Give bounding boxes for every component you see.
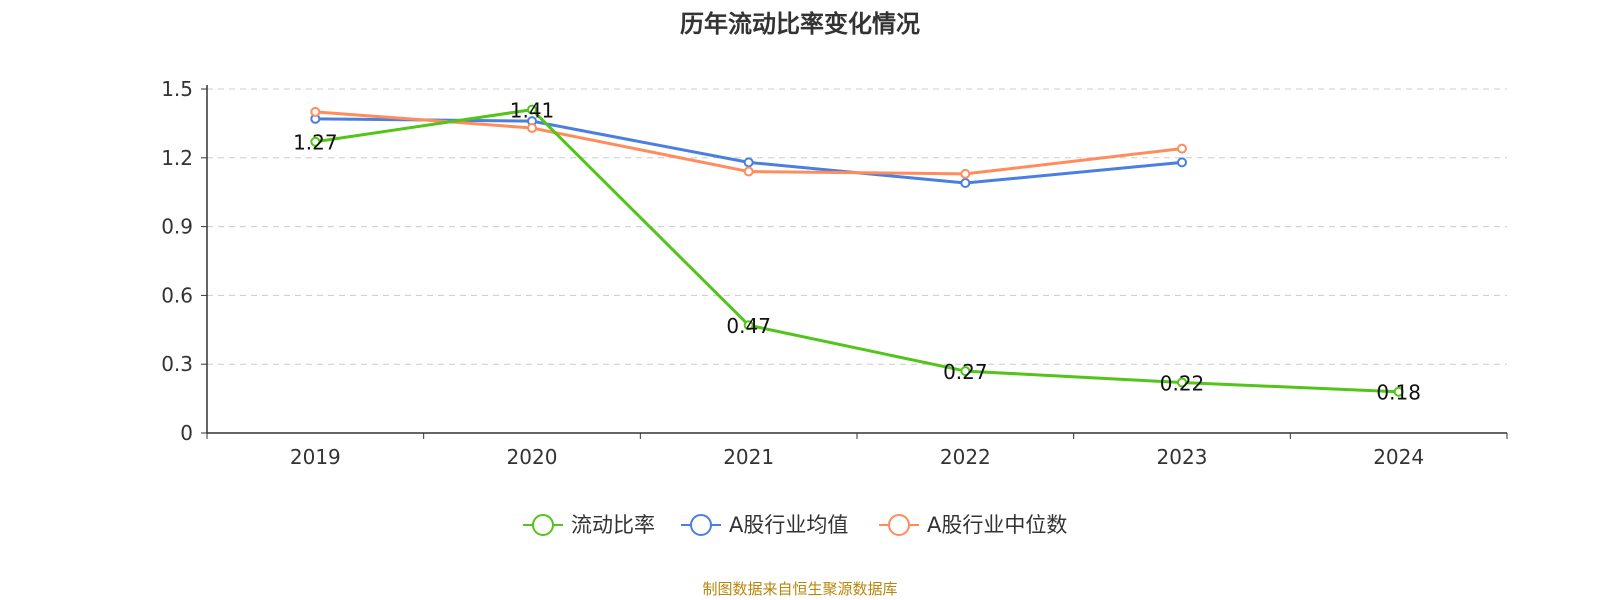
x-tick-label: 2021 bbox=[723, 445, 774, 469]
y-tick-label: 0.6 bbox=[161, 283, 193, 307]
x-tick-label: 2024 bbox=[1373, 445, 1424, 469]
x-tick-label: 2023 bbox=[1157, 445, 1208, 469]
source-note: 制图数据来自恒生聚源数据库 bbox=[702, 580, 898, 598]
data-point bbox=[743, 166, 754, 177]
x-tick-label: 2019 bbox=[290, 445, 341, 469]
data-label: 0.47 bbox=[726, 314, 771, 338]
y-tick-label: 1.2 bbox=[161, 146, 193, 170]
data-point bbox=[527, 104, 537, 115]
data-point bbox=[527, 122, 537, 133]
legend-label: A股行业中位数 bbox=[927, 513, 1067, 537]
data-point bbox=[310, 136, 321, 147]
data-label: 1.41 bbox=[510, 99, 555, 123]
x-tick-label: 2020 bbox=[507, 445, 558, 469]
data-label: 1.27 bbox=[293, 131, 338, 155]
data-point bbox=[743, 157, 754, 168]
y-tick-label: 0.3 bbox=[161, 352, 193, 376]
data-point bbox=[310, 106, 321, 117]
data-label: 0.27 bbox=[943, 360, 988, 384]
data-point bbox=[960, 178, 971, 189]
data-point bbox=[1177, 157, 1187, 168]
data-label: 0.18 bbox=[1376, 381, 1421, 405]
data-point bbox=[743, 320, 754, 331]
y-tick-label: 0 bbox=[180, 421, 193, 445]
chart-title: 历年流动比率变化情况 bbox=[680, 10, 920, 38]
legend-swatch-marker bbox=[888, 514, 910, 536]
data-point bbox=[1393, 386, 1404, 397]
data-point bbox=[960, 366, 971, 377]
legend-label: 流动比率 bbox=[571, 513, 655, 537]
data-point bbox=[1177, 143, 1187, 154]
data-point bbox=[960, 168, 971, 179]
data-label: 0.22 bbox=[1160, 372, 1205, 396]
y-tick-label: 0.9 bbox=[161, 215, 193, 239]
series-line bbox=[315, 108, 1399, 394]
legend-swatch-marker bbox=[532, 514, 554, 536]
legend-swatch-marker bbox=[690, 514, 712, 536]
y-tick-label: 1.5 bbox=[161, 77, 193, 101]
data-point bbox=[1177, 377, 1187, 388]
x-tick-label: 2022 bbox=[940, 445, 991, 469]
legend-label: A股行业均值 bbox=[729, 513, 848, 537]
